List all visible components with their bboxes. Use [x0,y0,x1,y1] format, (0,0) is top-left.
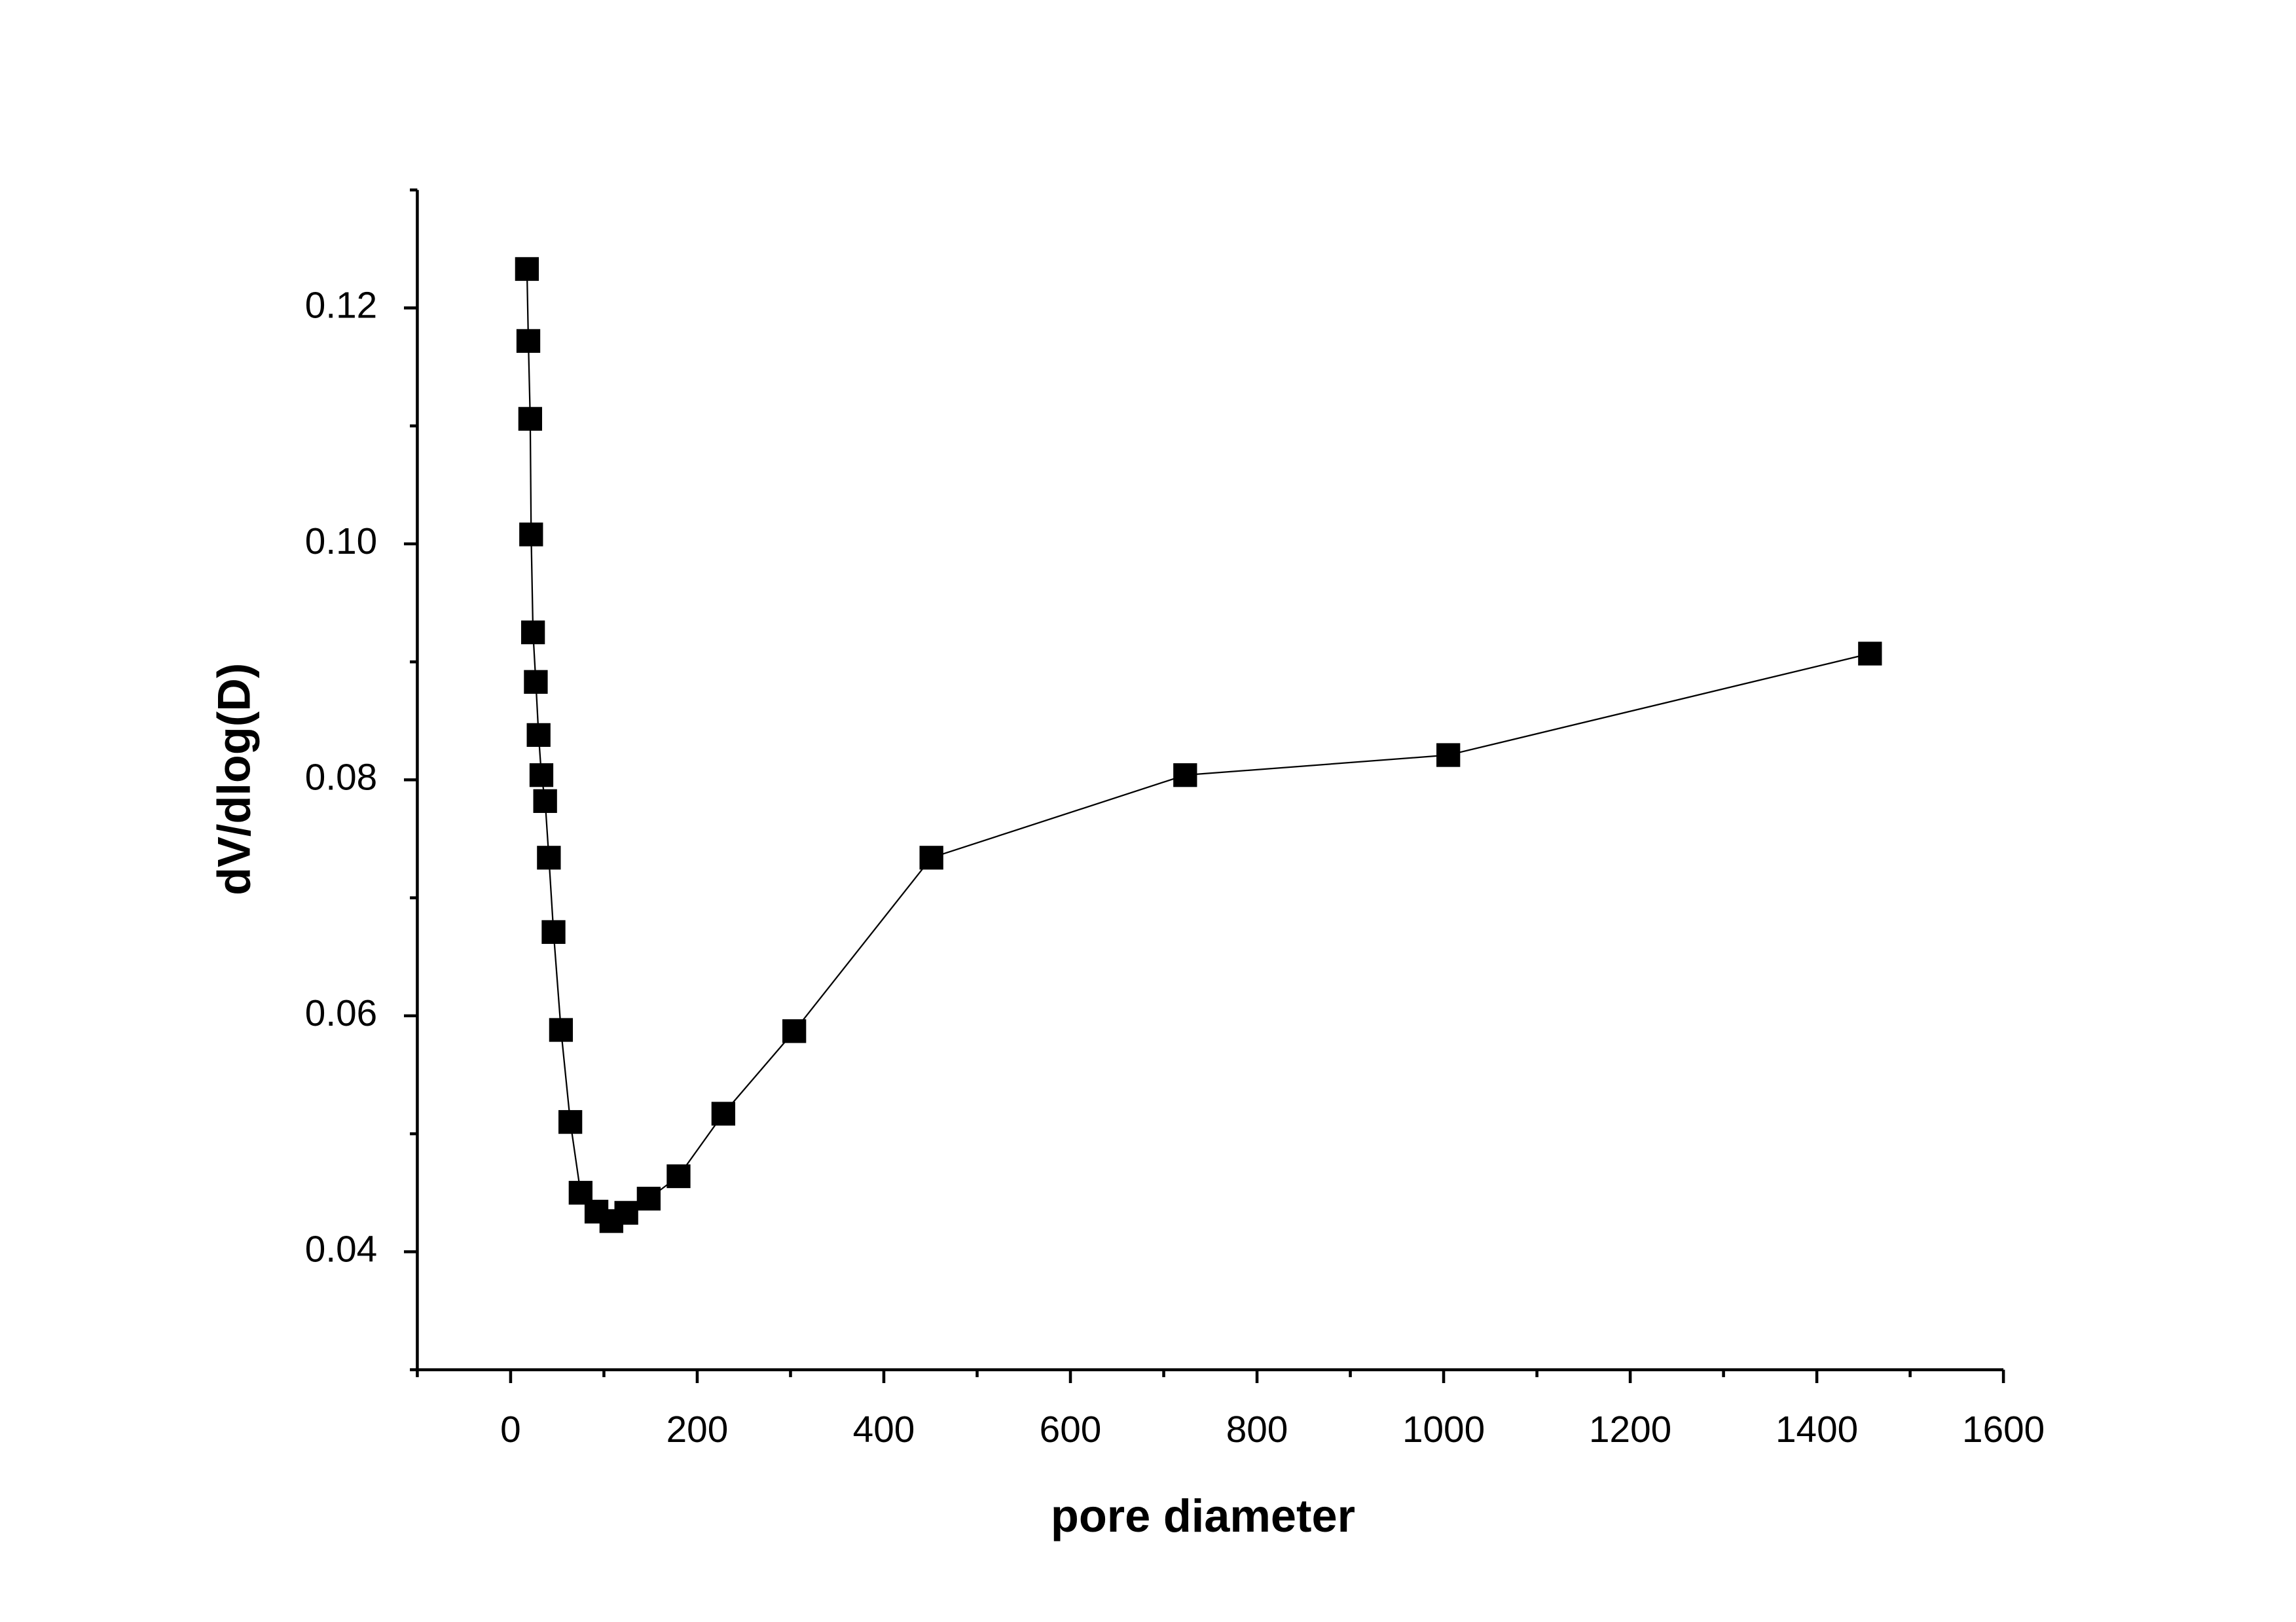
y-tick-label: 0.04 [305,1229,377,1270]
y-tick-label: 0.06 [305,993,377,1034]
y-tick-label: 0.10 [305,521,377,562]
data-point [541,920,566,945]
data-point [515,257,539,281]
x-tick-label: 1400 [1776,1409,1858,1451]
x-tick-label: 400 [853,1409,915,1451]
data-point [711,1102,736,1126]
data-point [614,1200,638,1225]
data-point [516,329,541,353]
data-point [919,846,943,870]
data-point [529,763,554,787]
y-tick-label: 0.12 [305,285,377,326]
data-point [518,406,543,431]
data-point [537,846,561,870]
data-point [520,620,545,645]
data-point [1436,743,1461,767]
x-tick-label: 600 [1040,1409,1102,1451]
data-point [533,789,557,813]
data-point [526,723,551,748]
data-point [558,1109,583,1134]
data-point [519,522,543,547]
x-tick-label: 1000 [1402,1409,1485,1451]
x-tick-label: 1600 [1962,1409,2045,1451]
data-point [782,1019,807,1043]
y-tick-label: 0.08 [305,757,377,798]
data-point [636,1187,661,1211]
x-tick-label: 1200 [1589,1409,1671,1451]
data-point [666,1164,691,1189]
data-point [524,670,548,694]
series-line [526,268,1870,1222]
data-point [549,1018,574,1042]
x-axis-title: pore diameter [1051,1490,1355,1541]
y-axis-title: dV/dlog(D) [208,663,260,895]
x-tick-label: 800 [1226,1409,1288,1451]
x-tick-label: 200 [666,1409,729,1451]
data-point [1858,641,1882,666]
data-point [1173,763,1197,787]
x-tick-label: 0 [500,1409,521,1451]
